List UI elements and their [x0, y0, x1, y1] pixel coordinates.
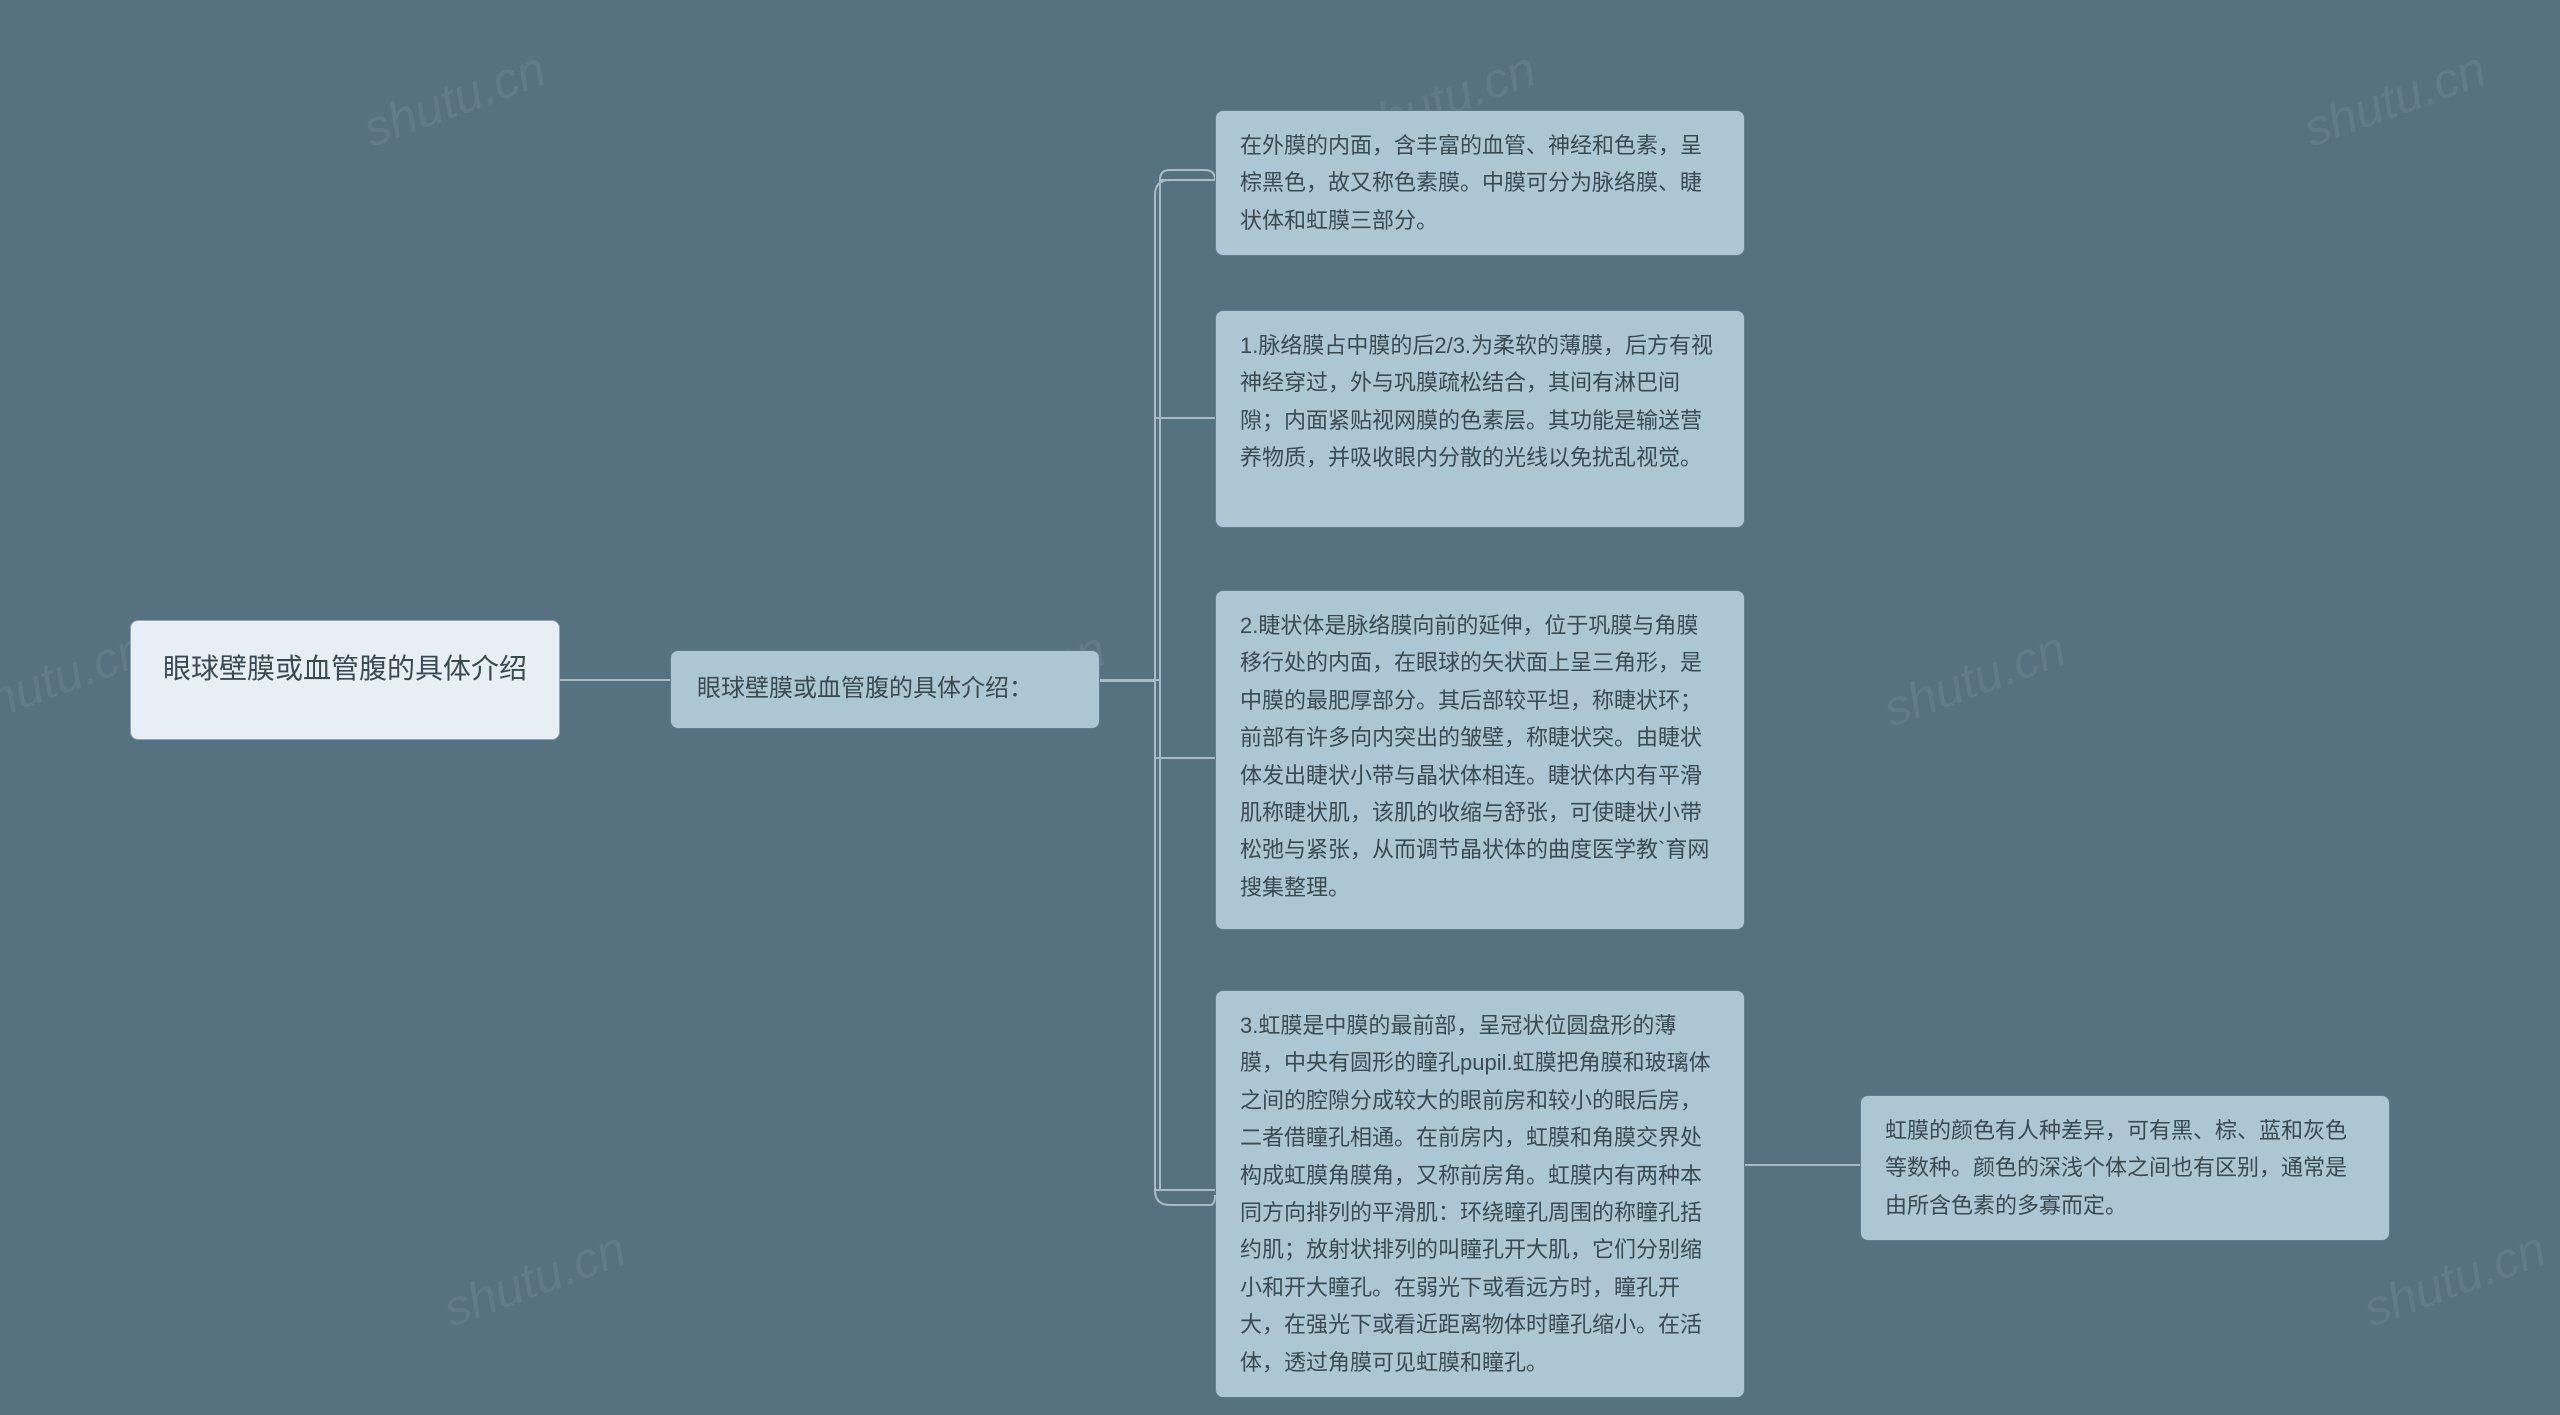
watermark: shutu.cn: [2296, 39, 2493, 158]
mindmap-branch-node[interactable]: 眼球壁膜或血管腹的具体介绍：: [670, 650, 1100, 729]
watermark: shutu.cn: [1876, 619, 2073, 738]
mindmap-leaf-node-4[interactable]: 3.虹膜是中膜的最前部，呈冠状位圆盘形的薄膜，中央有圆形的瞳孔pupil.虹膜把…: [1215, 990, 1745, 1398]
watermark: shutu.cn: [356, 39, 553, 158]
mindmap-leaf-node-2[interactable]: 1.脉络膜占中膜的后2/3.为柔软的薄膜，后方有视神经穿过，外与巩膜疏松结合，其…: [1215, 310, 1745, 528]
watermark: shutu.cn: [436, 1219, 633, 1338]
mindmap-leaf-node-1[interactable]: 在外膜的内面，含丰富的血管、神经和色素，呈棕黑色，故又称色素膜。中膜可分为脉络膜…: [1215, 110, 1745, 256]
mindmap-sub-node[interactable]: 虹膜的颜色有人种差异，可有黑、棕、蓝和灰色等数种。颜色的深浅个体之间也有区别，通…: [1860, 1095, 2390, 1241]
mindmap-root-node[interactable]: 眼球壁膜或血管腹的具体介绍: [130, 620, 560, 740]
mindmap-leaf-node-3[interactable]: 2.睫状体是脉络膜向前的延伸，位于巩膜与角膜移行处的内面，在眼球的矢状面上呈三角…: [1215, 590, 1745, 930]
